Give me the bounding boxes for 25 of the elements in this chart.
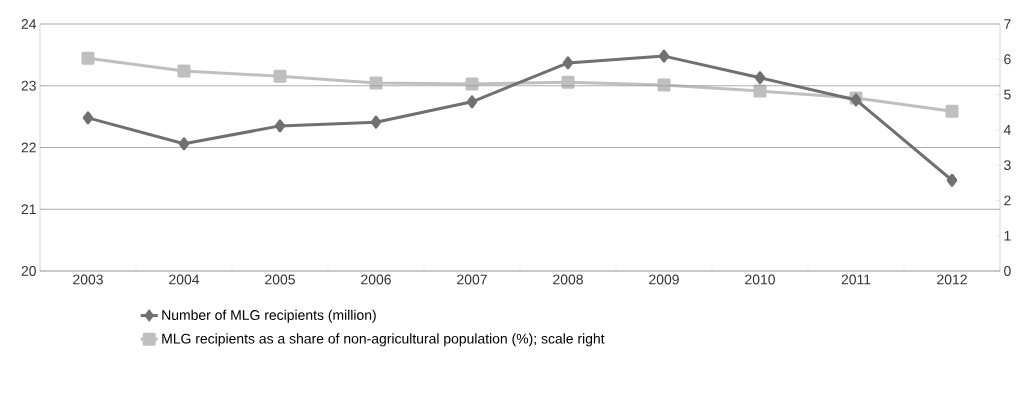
y-tick-label: 21: [21, 204, 36, 215]
legend-label: Number of MLG recipients (million): [162, 309, 376, 323]
x-tick-label: 2007: [457, 274, 487, 285]
y-tick-label: 20: [21, 266, 36, 276]
y-tick-label: 22: [21, 142, 36, 153]
y2-tick-label: 5: [1004, 89, 1011, 100]
y2-tick-label: 4: [1003, 125, 1011, 135]
x-tick-label: 2009: [649, 274, 679, 285]
y2-tick-label: 3: [1004, 160, 1011, 171]
y2-tick-label: 1: [1004, 230, 1011, 241]
x-tick-label: 2012: [937, 274, 967, 285]
x-tick-label: 2008: [553, 274, 583, 285]
legend-label: MLG recipients as a share of non-agricultural population (%); scale right: [162, 333, 605, 347]
y-tick-label: 24: [21, 19, 37, 29]
x-tick-label: 2011: [841, 274, 871, 285]
y2-tick-label: 6: [1004, 54, 1011, 65]
y2-tick-label: 0: [1004, 266, 1011, 276]
x-tick-label: 2004: [169, 274, 200, 285]
x-tick-label: 2010: [745, 274, 775, 285]
x-tick-label: 2003: [73, 274, 103, 285]
y2-tick-label: 7: [1004, 19, 1011, 29]
x-tick-label: 2006: [361, 274, 391, 285]
y-tick-label: 23: [21, 80, 36, 91]
y2-tick-label: 2: [1004, 195, 1011, 206]
x-tick-label: 2005: [265, 274, 295, 285]
